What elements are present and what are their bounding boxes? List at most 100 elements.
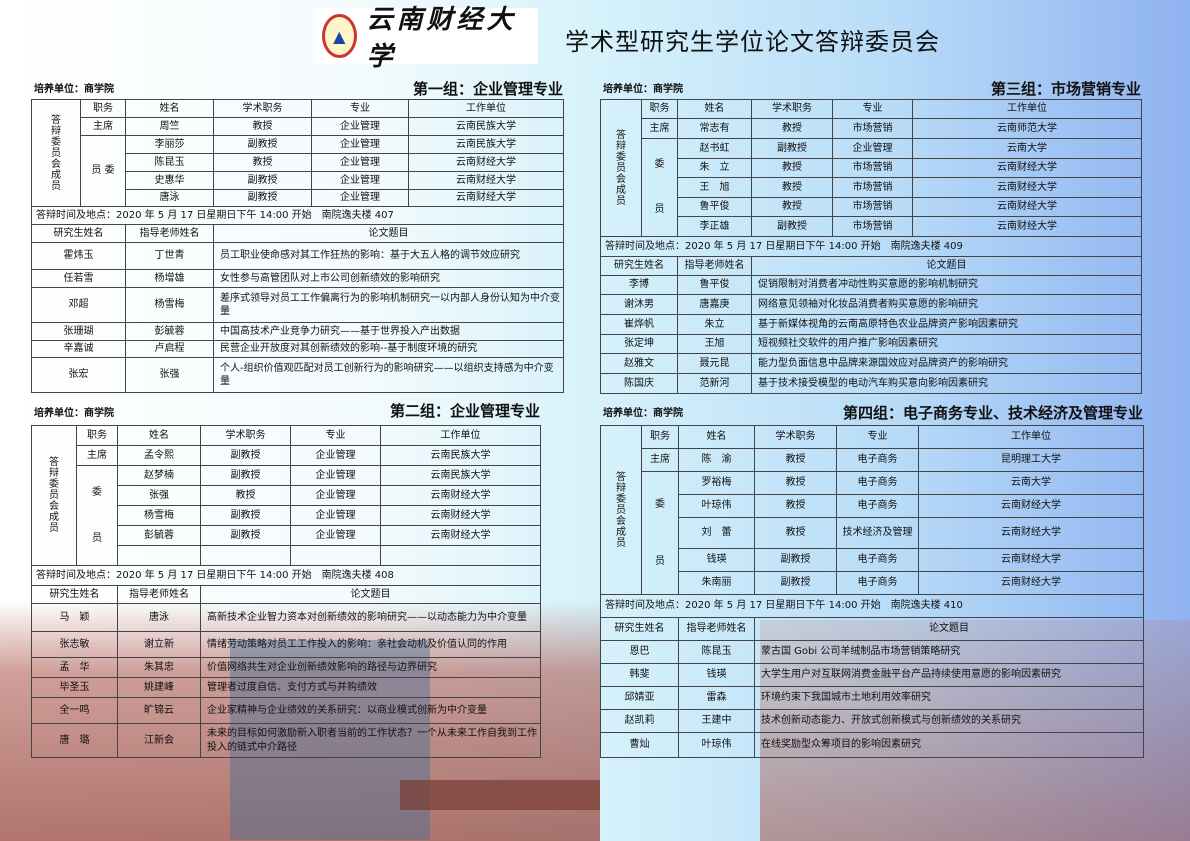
university-seal-icon: ▲ <box>322 14 357 58</box>
chair-label: 主席 <box>76 445 118 466</box>
member-row: 员 委李丽莎 副教授 企业管理 云南民族大学 <box>32 135 564 207</box>
thesis-header-row: 研究生姓名 指导老师姓名 论文题目 <box>600 617 1144 641</box>
member-major: 企业管理 <box>290 485 381 506</box>
column-header: 工作单位 <box>918 425 1144 449</box>
advisor-name: 唐嘉庚 <box>677 294 752 315</box>
member-label-text: 委员 <box>645 476 675 591</box>
training-unit: 培养单位：商学院 <box>34 84 114 95</box>
label-char: 会 <box>49 501 59 512</box>
training-unit: 培养单位：商学院 <box>34 408 114 419</box>
thesis-row: 马 颖唐泳 高新技术企业智力资本对创新绩效的影响研究——以动态能力为中介变量 <box>31 603 541 632</box>
member-rank: 副教授 <box>751 138 833 159</box>
advisor-name: 张强 <box>125 357 214 393</box>
member-row: 彭毓蓉 副教授 企业管理 云南财经大学 <box>32 525 541 546</box>
member-rank: 副教授 <box>213 189 312 207</box>
label-char: 成 <box>616 184 626 196</box>
label-char: 委 <box>51 136 61 148</box>
member-label: 员 委 <box>80 135 126 207</box>
member-name: 陈昆玉 <box>125 153 214 172</box>
column-header: 姓名 <box>125 99 214 118</box>
label-char: 会 <box>51 158 61 170</box>
thesis-row: 邓超 杨雪梅 差序式领导对员工工作偏离行为的影响机制研究一以内部人身份认知为中介变量 <box>31 287 564 323</box>
label-char: 答 <box>49 457 59 468</box>
time-place: 答辩时间及地点：2020 年 5 月 17 日星期日下午 14:00 开始 南院… <box>600 236 1142 257</box>
committee-label-text: 答辩委员会成员 <box>35 457 73 534</box>
member-row: 委员罗裕梅 教授 电子商务 云南大学 <box>601 471 1144 595</box>
committee-label-text: 答辩委员会成员 <box>604 130 638 207</box>
label-char: 辩 <box>616 140 626 152</box>
thesis-row: 张珊瑚 彭毓蓉 中国高技术产业竞争力研究——基于世界投入产出数据 <box>31 322 564 341</box>
member-org: 云南财经大学 <box>918 548 1144 572</box>
advisor-name: 谢立新 <box>117 631 201 658</box>
label-char: 委 <box>616 151 626 163</box>
thesis-row: 任若雪 杨增雄 女性参与高管团队对上市公司创新绩效的影响研究 <box>31 269 564 288</box>
advisor-name: 姚建峰 <box>117 677 201 698</box>
time-place: 答辩时间及地点：2020 年 5 月 17 日星期日下午 14:00 开始 南院… <box>31 206 564 225</box>
member-org: 云南财经大学 <box>408 153 564 172</box>
member-rank: 副教授 <box>200 445 291 466</box>
thesis-title: 基于技术接受模型的电动汽车购买意向影响因素研究 <box>751 373 1142 394</box>
member-org: 云南财经大学 <box>918 494 1144 518</box>
member-org: 云南大学 <box>918 471 1144 495</box>
member-major: 企业管理 <box>311 117 409 136</box>
student-name: 曹灿 <box>600 732 679 758</box>
label-char: 答 <box>616 129 626 141</box>
member-org: 云南民族大学 <box>380 445 541 466</box>
column-header: 研究生姓名 <box>600 617 679 641</box>
advisor-name: 杨增雄 <box>125 269 214 288</box>
member-name: 朱南丽 <box>678 571 755 595</box>
student-name: 恩巴 <box>600 640 679 664</box>
member-major: 企业管理 <box>311 135 409 154</box>
member-name: 叶琼伟 <box>678 494 755 518</box>
member-name: 周竺 <box>125 117 214 136</box>
member-org: 云南财经大学 <box>912 197 1142 217</box>
member-rank: 副教授 <box>200 505 291 526</box>
chair-label: 主席 <box>641 118 678 139</box>
member-rank: 教授 <box>754 448 837 472</box>
member-name <box>117 545 201 566</box>
member-rank: 教授 <box>200 485 291 506</box>
member-rank: 副教授 <box>754 571 837 595</box>
member-rank: 教授 <box>754 471 837 495</box>
committee-table-group-4: 答辩委员会成员职务 姓名 学术职务 专业 工作单位 主席陈 渝教授 电子商务 昆明理工大学委员… <box>600 425 1144 758</box>
member-name: 朱 立 <box>677 158 752 178</box>
member-name: 唐泳 <box>125 189 214 207</box>
thesis-header-row: 研究生姓名 指导老师姓名 论文题目 <box>600 256 1142 276</box>
advisor-name: 唐泳 <box>117 603 201 632</box>
label-char: 委 <box>49 479 59 490</box>
page-title: 学术型研究生学位论文答辩委员会 <box>565 28 940 56</box>
member-name: 李丽莎 <box>125 135 214 154</box>
chair-row: 主席 孟令熙 副教授 企业管理 云南民族大学 <box>32 445 541 466</box>
column-header: 研究生姓名 <box>31 224 126 243</box>
member-major: 电子商务 <box>836 548 919 572</box>
column-header: 职务 <box>641 99 678 119</box>
member-name: 彭毓蓉 <box>117 525 201 546</box>
column-header: 姓名 <box>117 425 201 446</box>
member-org: 昆明理工大学 <box>918 448 1144 472</box>
thesis-row: 张志敏 谢立新 情绪劳动策略对员工工作投入的影响：亲社会动机及价值认同的作用 <box>31 631 541 658</box>
student-name: 崔烨帆 <box>600 314 678 335</box>
label-char: 员 <box>49 523 59 534</box>
member-row: 刘 蕾教授 技术经济及管理 云南财经大学 <box>601 517 1144 549</box>
chair-row: 主席陈 渝教授 电子商务 昆明理工大学 <box>601 448 1144 472</box>
member-major: 电子商务 <box>836 448 919 472</box>
member-row: 李正雄 副教授 市场营销 云南财经大学 <box>601 216 1142 237</box>
member-row: 叶琼伟 教授 电子商务 云南财经大学 <box>601 494 1144 518</box>
column-header: 专业 <box>832 99 913 119</box>
advisor-name: 杨雪梅 <box>125 287 214 323</box>
member-rank: 教授 <box>213 117 312 136</box>
label-char: 辩 <box>51 125 61 137</box>
member-org: 云南财经大学 <box>380 525 541 546</box>
thesis-title: 环境约束下我国城市土地利用效率研究 <box>754 686 1144 710</box>
thesis-title: 能力型负面信息中品牌来源国效应对品牌资产的影响研究 <box>751 353 1142 374</box>
member-major: 企业管理 <box>832 138 913 159</box>
member-org: 云南民族大学 <box>380 465 541 486</box>
advisor-name: 旷锦云 <box>117 697 201 724</box>
committee-label-text: 答辩委员会成员 <box>604 472 638 549</box>
committee-header-row: 答辩委员会成员职务 姓名 学术职务 专业 工作单位 <box>600 99 1142 237</box>
member-major: 电子商务 <box>836 494 919 518</box>
column-header: 学术职务 <box>200 425 291 446</box>
thesis-title: 女性参与高管团队对上市公司创新绩效的影响研究 <box>213 269 564 288</box>
thesis-title: 员工职业使命感对其工作狂热的影响：基于大五人格的调节效应研究 <box>213 242 564 270</box>
advisor-name: 卢启程 <box>125 340 214 358</box>
